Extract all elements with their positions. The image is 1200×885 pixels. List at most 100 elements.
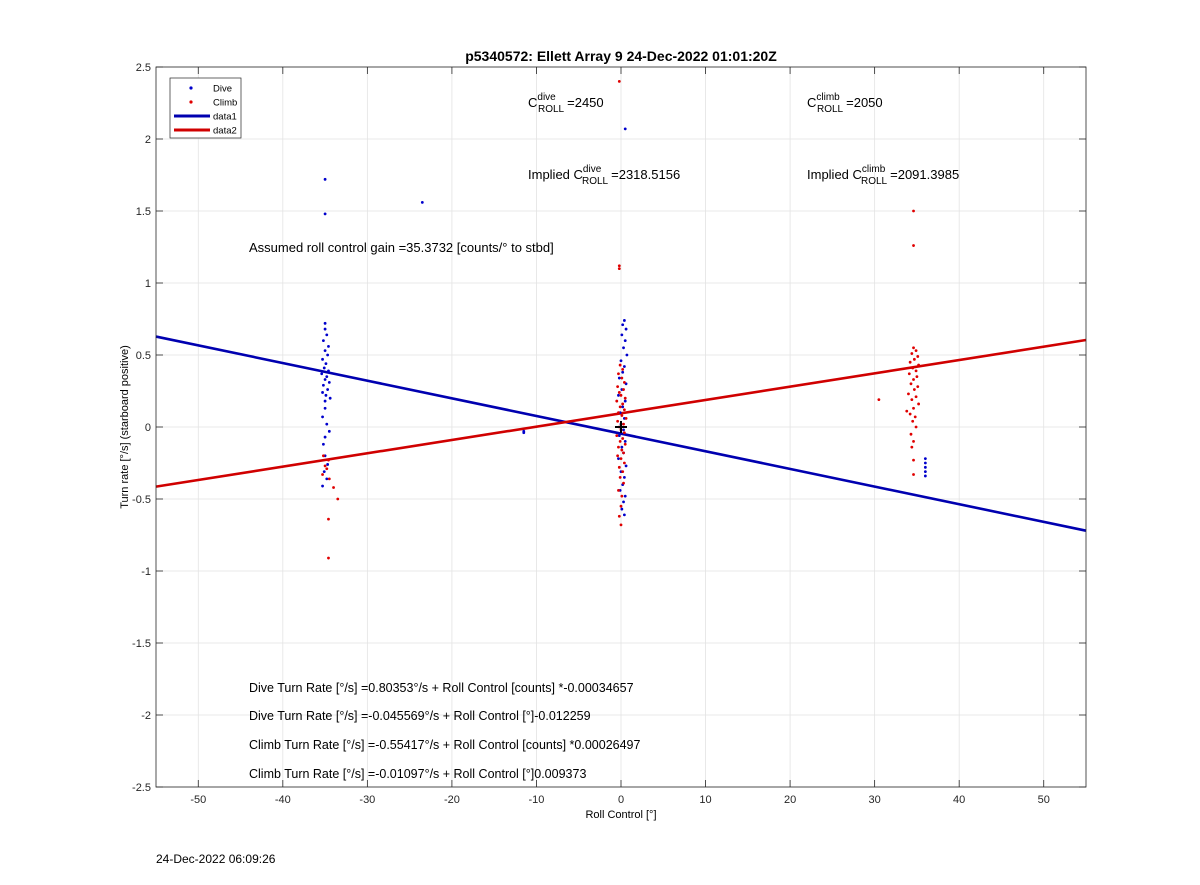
climb-point (619, 504, 623, 508)
climb-point (327, 517, 330, 521)
c-roll-climb-annotation: Cclimb ROLL =2050 (807, 92, 883, 115)
implied-dive-sup: dive (583, 164, 602, 175)
dive-point (620, 333, 624, 337)
dive-point (323, 321, 327, 325)
climb-point (621, 470, 625, 474)
climb-point (909, 382, 913, 386)
dive-point (327, 429, 331, 433)
dive-point (923, 465, 927, 469)
dive-point (325, 422, 329, 426)
climb-point (622, 451, 625, 455)
dive-point (322, 470, 326, 474)
c-roll-climb-sub: ROLL (817, 104, 844, 115)
climb-point (618, 476, 622, 479)
climb-point (332, 486, 335, 489)
climb-point (615, 399, 619, 403)
climb-point (616, 454, 620, 458)
climb-point (623, 442, 627, 446)
climb-point (912, 440, 915, 443)
x-tick-label: 30 (869, 794, 881, 806)
dive-point (323, 327, 327, 331)
implied-climb-sup: climb (862, 164, 886, 175)
climb-point (622, 380, 626, 384)
climb-point (325, 467, 329, 471)
x-tick-label: 0 (618, 794, 624, 806)
dive-point (327, 380, 331, 384)
y-tick-label: 1 (145, 278, 151, 290)
climb-point (618, 405, 622, 409)
climb-point (617, 411, 620, 414)
climb-point (617, 445, 620, 449)
climb-point (912, 209, 915, 213)
climb-point (907, 372, 911, 376)
dive-point (621, 323, 625, 327)
chart-title: p5340572: Ellett Array 9 24-Dec-2022 01:… (465, 48, 777, 64)
dive-point (623, 399, 627, 403)
x-tick-label: 50 (1038, 794, 1050, 806)
climb-point (914, 369, 918, 373)
dive-point (323, 378, 327, 381)
implied-dive-sub: ROLL (582, 176, 609, 187)
dive-point (328, 396, 332, 400)
climb-point (619, 393, 623, 397)
dive-point (624, 464, 628, 468)
dive-point (617, 434, 621, 438)
dive-point (923, 474, 927, 478)
climb-point (620, 414, 624, 417)
y-axis-label: Turn rate [°/s] (starboard positive) (119, 345, 131, 509)
dive-point (326, 463, 330, 466)
dive-point (621, 405, 625, 409)
climb-point (321, 473, 324, 476)
dive-point (323, 349, 327, 353)
dive-point (420, 200, 424, 204)
dive-point (323, 435, 327, 439)
climb-point (617, 514, 621, 518)
climb-point (617, 267, 621, 270)
climb-point (909, 432, 913, 436)
dive-point (622, 513, 626, 517)
climb-point (620, 494, 624, 498)
dive-point (323, 406, 327, 410)
implied-climb-value: =2091.3985 (890, 167, 959, 182)
x-tick-label: -20 (444, 794, 460, 806)
legend-label-dive: Dive (213, 84, 232, 95)
c-roll-climb-value: =2050 (846, 95, 883, 110)
climb-point (336, 497, 340, 501)
climb-point (615, 434, 619, 438)
climb-point (911, 419, 915, 423)
climb-point (910, 398, 914, 402)
dive-point (320, 372, 324, 376)
y-tick-label: 2.5 (136, 62, 151, 74)
climb-point (323, 464, 327, 468)
climb-point (616, 385, 620, 389)
equation-climb-counts: Climb Turn Rate [°/s] =-0.55417°/s + Rol… (249, 738, 641, 752)
climb-point (623, 396, 627, 400)
y-tick-label: 2 (145, 134, 151, 146)
dive-point (326, 353, 330, 357)
dive-point (325, 375, 329, 378)
legend-label-climb: Climb (213, 98, 237, 109)
climb-point (616, 419, 620, 423)
y-tick-label: 0.5 (136, 350, 151, 362)
climb-point (327, 556, 330, 560)
climb-point (621, 437, 625, 440)
y-tick-label: -1 (141, 566, 151, 578)
legend-label-data2: data2 (213, 126, 237, 137)
climb-point (622, 388, 625, 391)
implied-dive-prefix: Implied C (528, 167, 583, 182)
climb-point (622, 481, 625, 485)
climb-point (617, 391, 621, 394)
c-roll-climb-prefix: C (807, 95, 816, 110)
climb-point (917, 402, 920, 406)
x-tick-label: -10 (529, 794, 545, 806)
x-tick-label: 20 (784, 794, 796, 806)
c-roll-dive-prefix: C (528, 95, 537, 110)
climb-point (914, 425, 918, 429)
dive-point (620, 507, 624, 511)
climb-point (322, 454, 325, 458)
implied-dive-annotation: Implied Cdive ROLL =2318.5156 (528, 164, 680, 187)
legend-marker-dive (189, 86, 193, 90)
dive-point (323, 177, 327, 181)
x-tick-label: -40 (275, 794, 291, 806)
climb-point (912, 473, 915, 476)
